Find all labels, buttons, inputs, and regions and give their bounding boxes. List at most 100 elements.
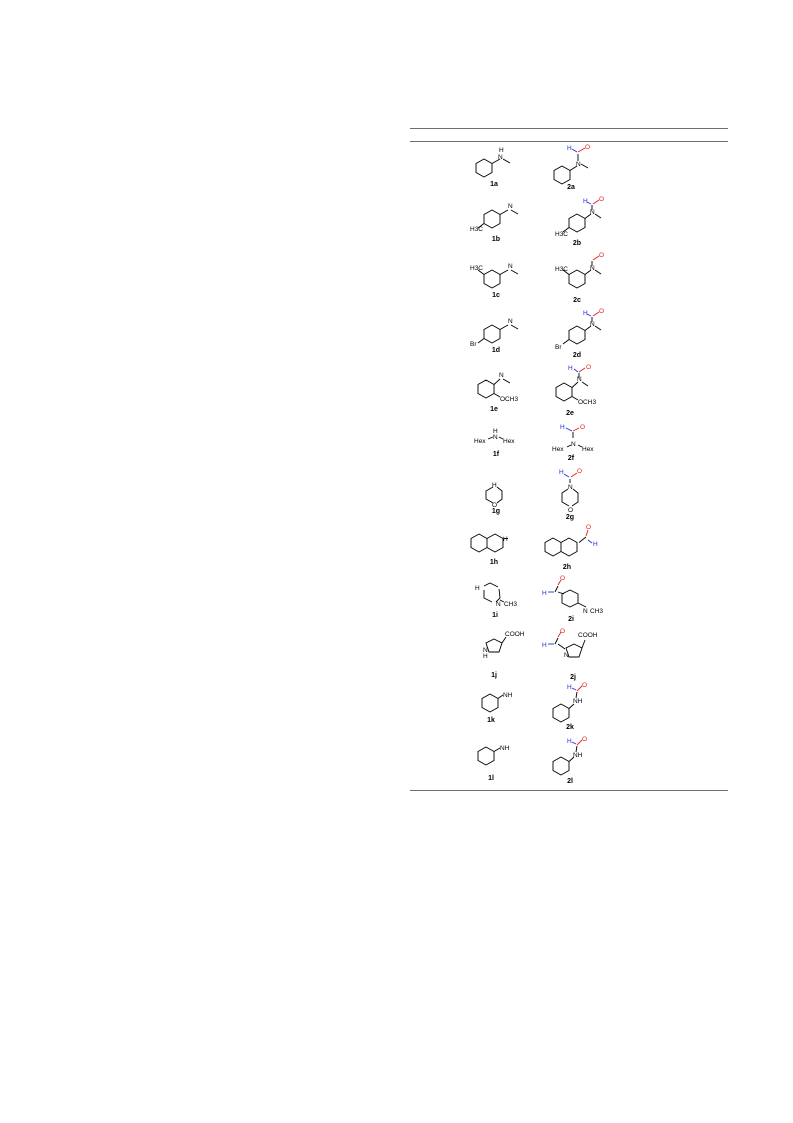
bond-line (594, 213, 602, 219)
structure-2e: N H O OCH3 (548, 363, 603, 409)
compound-label: 2j (570, 674, 576, 681)
bond-line (571, 396, 579, 401)
bond-line (571, 381, 579, 388)
atom-label: N (583, 608, 588, 615)
bond-line (568, 325, 586, 345)
structure-2l: NH H O (548, 735, 598, 777)
atom-label: N (590, 321, 595, 328)
atom-label: H3C (470, 226, 483, 233)
compound-label: 1b (491, 236, 501, 243)
structure-2a: N H O (550, 142, 600, 185)
atom-label: OCH3 (500, 396, 518, 403)
bond-line (491, 158, 501, 164)
bond-line (557, 579, 562, 586)
atom-label: N (508, 203, 513, 210)
compound-label: 2b (572, 240, 582, 247)
compound-label: 2l (567, 778, 573, 785)
atom-label: O (560, 575, 565, 582)
bond-line (483, 590, 493, 603)
bond-line (576, 685, 583, 692)
bond-line (565, 427, 573, 432)
bond-line (592, 255, 600, 261)
bond-line (568, 756, 575, 762)
atom-label: N (571, 441, 576, 448)
compound-label: 1g (491, 508, 501, 515)
atom-label: H (560, 424, 565, 431)
atom-label: Hex (582, 446, 594, 453)
atom-label: O (599, 252, 604, 259)
bond-line (510, 269, 519, 275)
bond-line (477, 338, 485, 344)
atom-label: N (508, 318, 513, 325)
atom-label: O (582, 736, 587, 743)
atom-label: N (483, 647, 488, 654)
atom-label: CH3 (504, 601, 517, 608)
bond-line (566, 444, 572, 448)
atom-label: H (475, 585, 480, 592)
bond-line (493, 747, 501, 752)
atom-label: N (508, 263, 513, 270)
atom-label: N (496, 601, 501, 608)
table-top-rule (410, 128, 728, 129)
atom-label: H3C (470, 265, 483, 272)
structure-1i: H N CH3 (472, 580, 527, 614)
atom-label: H (542, 642, 547, 649)
atom-label: N (498, 154, 503, 161)
structure-2c: N O H3C (555, 252, 610, 295)
atom-label: N (564, 652, 569, 659)
bond-line (586, 313, 592, 317)
bond-line (573, 368, 579, 373)
bond-line (571, 687, 577, 691)
compound-label: 2f (567, 455, 575, 462)
atom-label: H (492, 482, 497, 489)
bond-line (477, 223, 485, 229)
bond-line (575, 691, 578, 699)
atom-label: H (499, 147, 504, 154)
bond-line (592, 199, 600, 205)
atom-label: H (483, 653, 488, 660)
structure-1g: H O (480, 478, 510, 509)
bond-line (499, 324, 509, 330)
compound-label: 1e (490, 406, 498, 413)
bond-line (485, 638, 503, 653)
atom-label: O (586, 524, 591, 531)
atom-label: H (559, 469, 564, 476)
bond-line (594, 269, 602, 275)
bond-line (470, 533, 488, 553)
atom-label: O (586, 364, 591, 371)
table-bottom-rule (410, 790, 728, 791)
bond-line (592, 311, 600, 317)
bond-line (578, 536, 587, 543)
atom-label: O (568, 507, 573, 514)
atom-label: COOH (578, 632, 598, 639)
bond-line (581, 381, 589, 387)
bond-line (477, 269, 485, 275)
atom-label: H (567, 684, 572, 691)
structure-2b: N H O H3C (555, 196, 610, 242)
compound-label: 1l (488, 775, 494, 782)
atom-label: H (568, 365, 573, 372)
atom-label: Hex (552, 446, 564, 453)
bond-line (569, 165, 578, 171)
bond-line (578, 367, 586, 373)
bond-line (584, 269, 592, 275)
bond-line (561, 488, 570, 507)
bond-line (577, 147, 586, 153)
atom-label: O (599, 196, 604, 203)
structure-2i: H O N CH3 (540, 574, 610, 616)
bond-line (481, 693, 499, 713)
atom-label: H (503, 536, 508, 543)
atom-label: N (499, 372, 504, 379)
bond-line (584, 213, 592, 219)
atom-label: O (599, 308, 604, 315)
bond-line (562, 227, 570, 233)
atom-label: H3C (555, 266, 568, 273)
compound-label: 2i (568, 616, 574, 623)
atom-label: H (583, 310, 588, 317)
bond-line (510, 209, 519, 215)
atom-label: Br (555, 344, 562, 351)
structure-1d: N Br (470, 315, 525, 349)
bond-line (568, 269, 586, 289)
bond-line (594, 325, 602, 331)
bond-line (555, 382, 573, 402)
